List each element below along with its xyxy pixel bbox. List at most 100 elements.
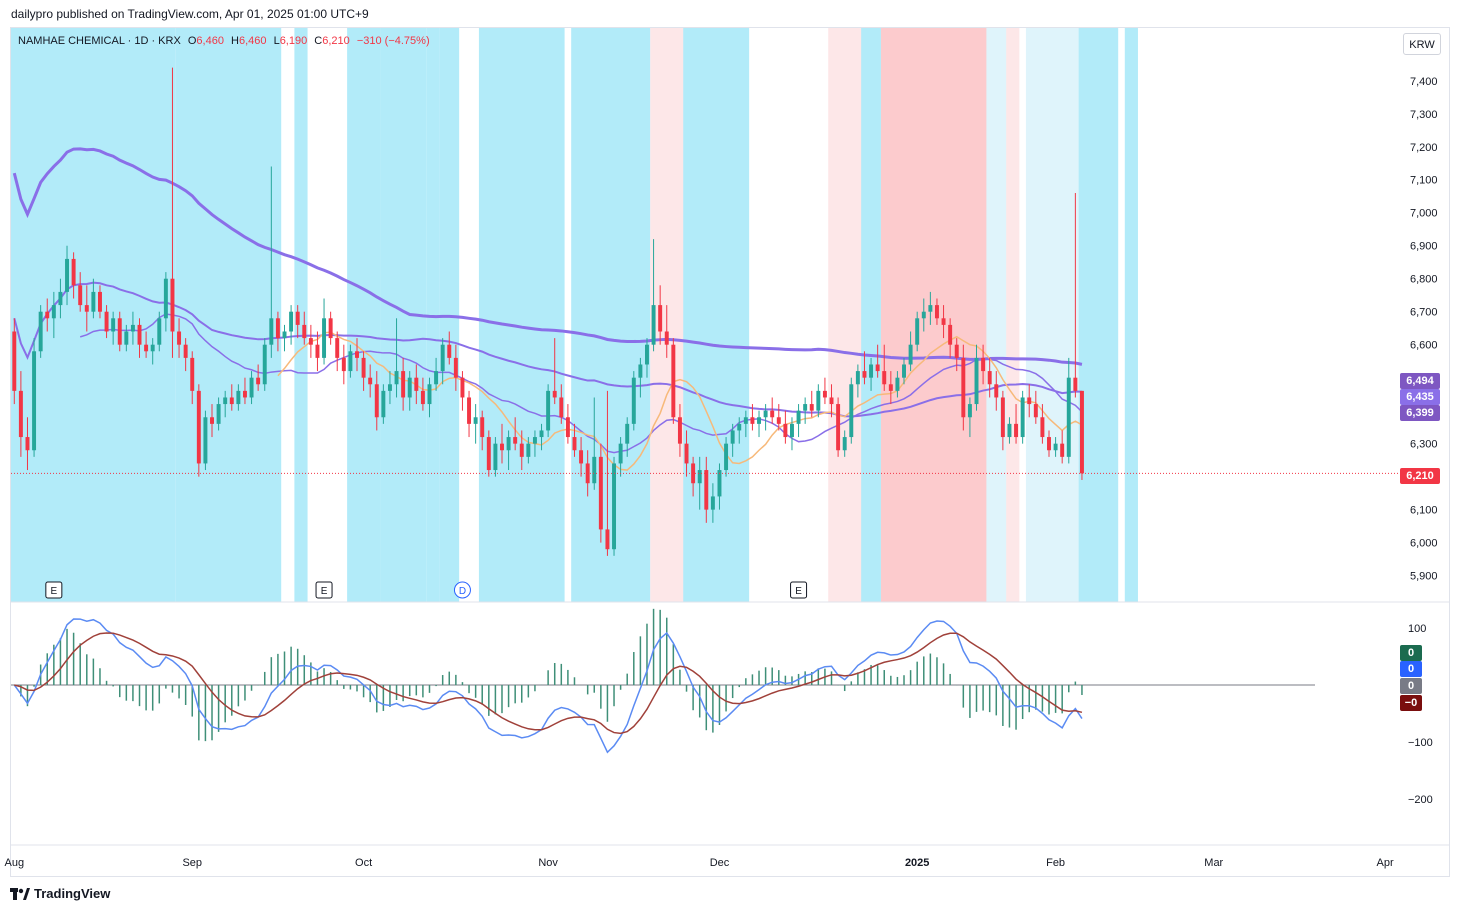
candle-body: [1060, 443, 1065, 457]
candle-body: [374, 384, 379, 418]
candle-body: [18, 390, 23, 438]
price-badge-ma-mid: 6,435: [1400, 389, 1440, 405]
time-tick-label: Sep: [182, 857, 202, 869]
candle-body: [51, 305, 56, 319]
candle: [196, 384, 201, 477]
candle-body: [895, 377, 900, 391]
candle: [717, 463, 722, 510]
candle-body: [697, 470, 702, 484]
candle: [987, 357, 992, 398]
candle-body: [862, 371, 867, 378]
candle: [289, 305, 294, 345]
candle: [473, 404, 478, 444]
time-tick-label: Apr: [1377, 857, 1394, 869]
candle: [697, 456, 702, 510]
price-tick-label: 6,100: [1410, 505, 1438, 517]
candle: [928, 291, 933, 325]
candle: [869, 357, 874, 391]
candle-body: [691, 463, 696, 484]
candle: [91, 278, 96, 319]
candle-body: [177, 331, 182, 345]
candle-body: [1073, 377, 1078, 391]
candle: [526, 437, 531, 464]
candle-body: [249, 377, 254, 398]
candle-body: [592, 456, 597, 484]
candle-body: [117, 318, 122, 345]
candle: [1047, 430, 1051, 457]
candle: [961, 344, 966, 431]
candle-body: [730, 430, 735, 444]
candle: [32, 338, 37, 457]
candle: [1007, 417, 1012, 444]
chart-frame[interactable]: [10, 27, 1450, 877]
candle: [776, 404, 781, 431]
candle-body: [513, 437, 518, 444]
candle: [862, 351, 867, 385]
open-value: 6,460: [196, 35, 224, 47]
candle: [256, 364, 261, 391]
candle: [58, 278, 63, 319]
candle: [183, 338, 188, 372]
signal-band: [347, 28, 381, 602]
candle-body: [38, 311, 43, 352]
candle-body: [928, 305, 933, 312]
candle-body: [822, 390, 827, 398]
time-tick-label: Aug: [5, 857, 25, 869]
candle: [420, 377, 425, 411]
candle: [137, 318, 142, 358]
candle-body: [256, 377, 261, 385]
candle: [157, 311, 162, 352]
candle-body: [974, 357, 979, 405]
candle-body: [829, 397, 834, 405]
candle-body: [770, 410, 775, 418]
candle-body: [335, 338, 340, 358]
signal-line-badge: −0: [1400, 695, 1422, 711]
open-label: O: [187, 35, 197, 47]
candle-body: [1014, 423, 1019, 438]
candle: [1066, 357, 1071, 464]
symbol-name[interactable]: NAMHAE CHEMICAL · 1D · KRX: [18, 35, 181, 47]
candle-body: [645, 344, 649, 365]
candle-body: [789, 423, 794, 438]
candle: [552, 338, 557, 405]
candle-body: [1079, 390, 1084, 474]
candle-body: [559, 397, 564, 418]
candle: [104, 305, 109, 339]
candle-body: [941, 318, 946, 325]
candle-body: [493, 443, 498, 471]
candle-body: [1040, 417, 1045, 438]
candle: [559, 384, 564, 424]
candle: [631, 371, 636, 431]
currency-button[interactable]: KRW: [1403, 33, 1441, 55]
candle-body: [1007, 423, 1012, 438]
candle: [302, 311, 307, 345]
candle-body: [915, 318, 920, 345]
candle-body: [869, 364, 874, 378]
candle: [532, 430, 537, 457]
candle-body: [355, 351, 359, 358]
candle-body: [776, 417, 781, 424]
candle-body: [1047, 437, 1051, 451]
macd-line-badge: 0: [1400, 661, 1422, 677]
candle-body: [954, 344, 959, 358]
candle: [598, 443, 603, 543]
candle: [730, 423, 735, 457]
candle: [895, 371, 900, 398]
candle-body: [434, 371, 439, 385]
candle-body: [144, 344, 149, 352]
candle-body: [84, 305, 89, 312]
tradingview-logo[interactable]: TradingView: [10, 886, 110, 901]
candle: [97, 285, 102, 319]
candle: [163, 272, 168, 332]
candle-body: [32, 351, 37, 451]
candle: [1040, 404, 1045, 444]
candle-body: [414, 377, 419, 391]
candle: [427, 377, 432, 418]
signal-band: [478, 28, 565, 602]
candle-body: [981, 357, 986, 372]
candle-body: [967, 404, 972, 418]
candle-body: [717, 470, 722, 497]
signal-band: [683, 28, 750, 602]
candle-body: [1000, 397, 1005, 438]
